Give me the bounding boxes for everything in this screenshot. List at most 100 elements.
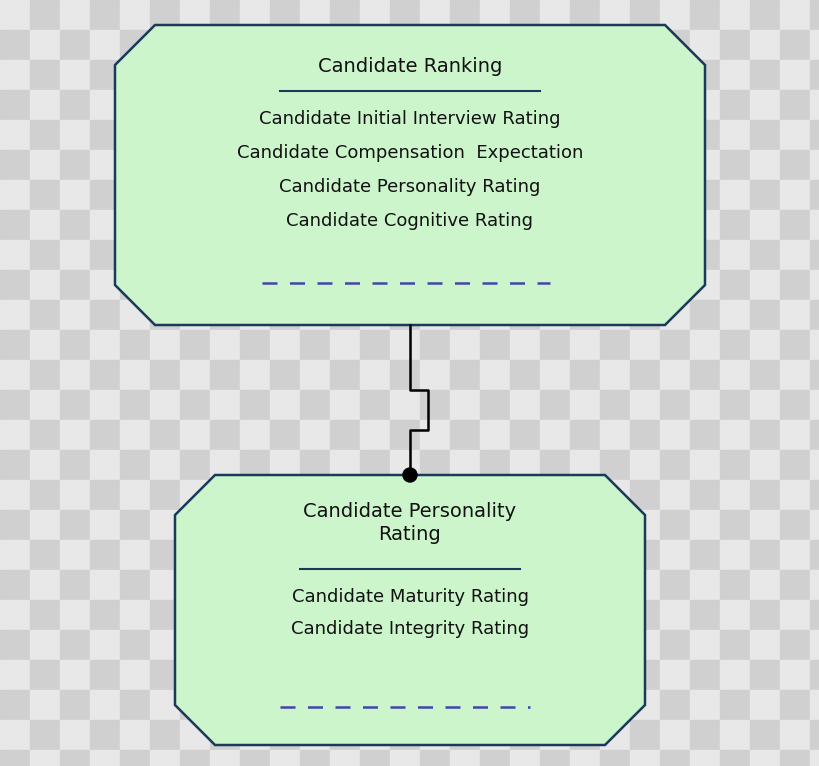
Bar	[90, 150, 120, 180]
Bar	[629, 450, 659, 480]
Bar	[809, 690, 819, 720]
Bar	[719, 120, 749, 150]
Bar	[540, 330, 569, 360]
Bar	[659, 330, 689, 360]
Bar	[300, 720, 329, 750]
Bar	[719, 60, 749, 90]
Bar	[120, 420, 150, 450]
Bar	[659, 750, 689, 766]
Bar	[360, 270, 390, 300]
Bar	[0, 600, 30, 630]
Bar	[749, 0, 779, 30]
Bar	[300, 630, 329, 660]
Bar	[300, 210, 329, 240]
Bar	[150, 120, 180, 150]
Bar	[269, 30, 300, 60]
Bar	[269, 570, 300, 600]
Bar	[60, 480, 90, 510]
Bar	[0, 630, 30, 660]
Bar	[809, 270, 819, 300]
Bar	[30, 720, 60, 750]
Bar	[450, 210, 479, 240]
Text: Candidate Integrity Rating: Candidate Integrity Rating	[291, 620, 528, 638]
Bar	[569, 690, 600, 720]
Bar	[719, 0, 749, 30]
Bar	[629, 510, 659, 540]
Bar	[60, 360, 90, 390]
Bar	[600, 330, 629, 360]
Bar	[30, 210, 60, 240]
Bar	[419, 0, 450, 30]
Bar	[329, 270, 360, 300]
Bar	[749, 450, 779, 480]
Bar	[719, 180, 749, 210]
Bar	[269, 330, 300, 360]
Bar	[689, 60, 719, 90]
Bar	[419, 150, 450, 180]
Bar	[779, 120, 809, 150]
Bar	[450, 750, 479, 766]
Bar	[600, 690, 629, 720]
Bar	[150, 540, 180, 570]
Bar	[90, 420, 120, 450]
Bar	[120, 330, 150, 360]
Bar	[390, 510, 419, 540]
Bar	[210, 30, 240, 60]
Bar	[269, 60, 300, 90]
Bar	[30, 660, 60, 690]
Bar	[540, 120, 569, 150]
Bar	[419, 180, 450, 210]
Bar	[60, 390, 90, 420]
Bar	[719, 360, 749, 390]
Bar	[809, 360, 819, 390]
Bar	[629, 600, 659, 630]
Text: Candidate Cognitive Rating: Candidate Cognitive Rating	[286, 212, 533, 230]
Bar	[329, 600, 360, 630]
Bar	[569, 420, 600, 450]
Bar	[600, 420, 629, 450]
Bar	[749, 270, 779, 300]
Bar	[719, 540, 749, 570]
Bar	[569, 390, 600, 420]
Bar	[479, 570, 509, 600]
Bar	[210, 570, 240, 600]
Bar	[180, 450, 210, 480]
Bar	[120, 360, 150, 390]
Bar	[419, 450, 450, 480]
Bar	[329, 90, 360, 120]
Bar	[689, 510, 719, 540]
Bar	[300, 30, 329, 60]
Bar	[569, 180, 600, 210]
Bar	[779, 570, 809, 600]
Bar	[90, 570, 120, 600]
Bar	[240, 510, 269, 540]
Bar	[390, 30, 419, 60]
Bar	[240, 150, 269, 180]
Bar	[390, 540, 419, 570]
Bar	[689, 540, 719, 570]
Bar	[269, 270, 300, 300]
Bar	[689, 180, 719, 210]
Bar	[809, 540, 819, 570]
Bar	[210, 270, 240, 300]
Bar	[180, 330, 210, 360]
Bar	[659, 150, 689, 180]
Bar	[30, 630, 60, 660]
Bar	[419, 270, 450, 300]
Bar	[450, 540, 479, 570]
Bar	[419, 600, 450, 630]
Bar	[779, 480, 809, 510]
Bar	[120, 90, 150, 120]
Bar	[749, 390, 779, 420]
Bar	[749, 240, 779, 270]
Bar	[689, 300, 719, 330]
Bar	[689, 690, 719, 720]
Bar	[749, 300, 779, 330]
Bar	[390, 750, 419, 766]
Bar	[809, 510, 819, 540]
Bar	[30, 510, 60, 540]
Bar	[749, 720, 779, 750]
Bar	[479, 420, 509, 450]
Bar	[600, 720, 629, 750]
Bar	[180, 570, 210, 600]
